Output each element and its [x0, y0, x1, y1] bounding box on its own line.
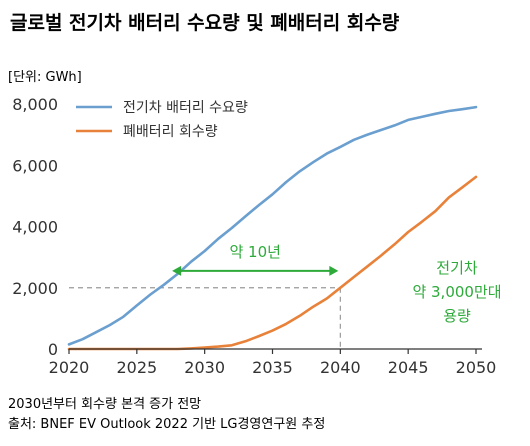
callout-line-3: 용량: [443, 307, 471, 325]
y-tick-label: 0: [48, 340, 58, 359]
y-tick-label: 2,000: [12, 279, 58, 298]
y-tick-label: 8,000: [12, 95, 58, 114]
series-lines: [67, 105, 478, 351]
x-tick-label: 2040: [320, 358, 361, 377]
footnote-source: 출처: BNEF EV Outlook 2022 기반 LG경영연구원 추정: [8, 417, 325, 432]
x-tick-label: 2050: [456, 358, 497, 377]
callout-line-1: 전기차: [436, 259, 478, 277]
legend-label-2: 폐배터리 회수량: [123, 124, 218, 140]
series-line-1: [67, 105, 478, 346]
series-line-2: [67, 175, 478, 351]
gap-arrow-head-right: [329, 265, 339, 276]
legend-label-1: 전기차 배터리 수요량: [123, 100, 248, 116]
callout-line-2: 약 3,000만대: [412, 283, 501, 301]
footnote-1: 2030년부터 회수량 본격 증가 전망: [8, 397, 201, 412]
unit-label: [단위: GWh]: [8, 70, 82, 85]
x-tick-label: 2045: [388, 358, 429, 377]
reference-lines: [69, 287, 341, 349]
x-tick-label: 2030: [184, 358, 225, 377]
x-tick-label: 2025: [116, 358, 157, 377]
axes: 2020 2025 2030 2035 2040 2045 2050 0 2,000 4,000 6…: [12, 95, 496, 377]
gap-arrow-head-left: [172, 265, 182, 276]
y-tick-label: 6,000: [12, 156, 58, 175]
x-tick-label: 2020: [49, 358, 90, 377]
gap-label: 약 10년: [229, 243, 280, 261]
y-tick-label: 4,000: [12, 218, 58, 237]
x-tick-label: 2035: [252, 358, 293, 377]
chart-title: 글로벌 전기차 배터리 수요량 및 폐배터리 회수량: [10, 12, 400, 34]
